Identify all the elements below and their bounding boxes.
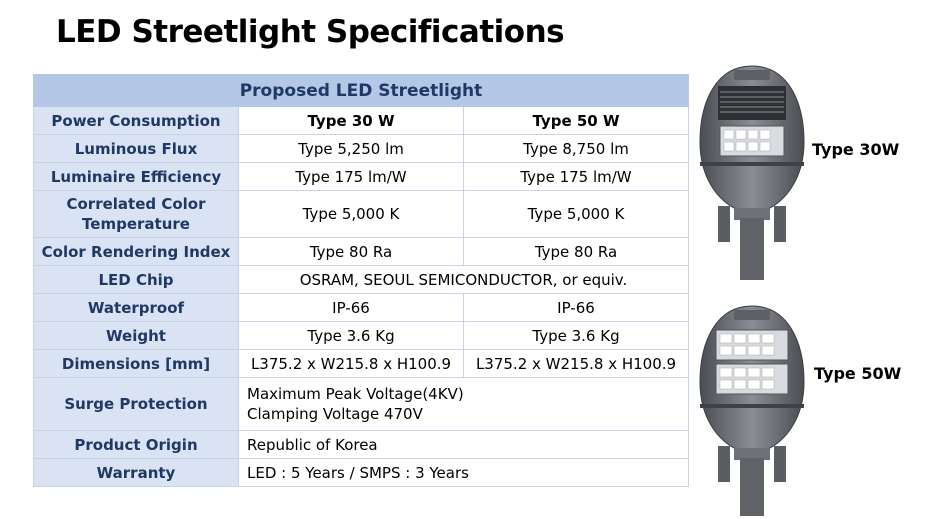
- cell-waterproof-30w: IP-66: [238, 293, 464, 322]
- table-header: Proposed LED Streetlight: [33, 74, 689, 107]
- cell-power-30w: Type 30 W: [238, 106, 464, 135]
- cell-cri-50w: Type 80 Ra: [463, 237, 689, 266]
- cell-cct-30w: Type 5,000 K: [238, 190, 464, 238]
- cell-origin: Republic of Korea: [238, 430, 689, 459]
- lamp-30w-label: Type 30W: [812, 140, 900, 159]
- table-header-row: Proposed LED Streetlight: [33, 74, 689, 107]
- lamp-50w-label: Type 50W: [814, 364, 902, 383]
- cell-flux-30w: Type 5,250 lm: [238, 134, 464, 163]
- cell-surge-line2: Clamping Voltage 470V: [247, 405, 423, 423]
- table-row: Luminaire Efficiency Type 175 lm/W Type …: [33, 162, 689, 191]
- table-row: Surge Protection Maximum Peak Voltage(4K…: [33, 377, 689, 431]
- cell-dimensions-50w: L375.2 x W215.8 x H100.9: [463, 349, 689, 378]
- row-label-origin: Product Origin: [33, 430, 239, 459]
- table-row: Product Origin Republic of Korea: [33, 430, 689, 459]
- row-label-dimensions: Dimensions [mm]: [33, 349, 239, 378]
- row-label-cri: Color Rendering Index: [33, 237, 239, 266]
- row-label-waterproof: Waterproof: [33, 293, 239, 322]
- table-row: Correlated Color Temperature Type 5,000 …: [33, 190, 689, 238]
- streetlight-30w-image: [699, 65, 805, 280]
- cell-flux-50w: Type 8,750 lm: [463, 134, 689, 163]
- cell-surge-line1: Maximum Peak Voltage(4KV): [247, 385, 464, 403]
- row-label-cct: Correlated Color Temperature: [33, 190, 239, 238]
- row-label-weight: Weight: [33, 321, 239, 350]
- table-row: Power Consumption Type 30 W Type 50 W: [33, 106, 689, 135]
- table-row: Warranty LED : 5 Years / SMPS : 3 Years: [33, 458, 689, 487]
- cell-weight-30w: Type 3.6 Kg: [238, 321, 464, 350]
- row-label-led-chip: LED Chip: [33, 265, 239, 294]
- table-row: Dimensions [mm] L375.2 x W215.8 x H100.9…: [33, 349, 689, 378]
- table-row: Waterproof IP-66 IP-66: [33, 293, 689, 322]
- cell-power-50w: Type 50 W: [463, 106, 689, 135]
- row-label-warranty: Warranty: [33, 458, 239, 487]
- table-row: Luminous Flux Type 5,250 lm Type 8,750 l…: [33, 134, 689, 163]
- spec-table: Proposed LED Streetlight Power Consumpti…: [33, 74, 689, 487]
- streetlight-50w-image: [699, 305, 805, 516]
- cell-cri-30w: Type 80 Ra: [238, 237, 464, 266]
- table-row: Weight Type 3.6 Kg Type 3.6 Kg: [33, 321, 689, 350]
- cell-led-chip: OSRAM, SEOUL SEMICONDUCTOR, or equiv.: [238, 265, 689, 294]
- row-label-surge: Surge Protection: [33, 377, 239, 431]
- row-label-cct-line2: Temperature: [82, 215, 190, 233]
- cell-dimensions-30w: L375.2 x W215.8 x H100.9: [238, 349, 464, 378]
- row-label-flux: Luminous Flux: [33, 134, 239, 163]
- row-label-cct-line1: Correlated Color: [66, 195, 206, 213]
- cell-cct-50w: Type 5,000 K: [463, 190, 689, 238]
- cell-waterproof-50w: IP-66: [463, 293, 689, 322]
- table-row: LED Chip OSRAM, SEOUL SEMICONDUCTOR, or …: [33, 265, 689, 294]
- row-label-efficiency: Luminaire Efficiency: [33, 162, 239, 191]
- cell-efficiency-30w: Type 175 lm/W: [238, 162, 464, 191]
- table-row: Color Rendering Index Type 80 Ra Type 80…: [33, 237, 689, 266]
- row-label-power: Power Consumption: [33, 106, 239, 135]
- page-title: LED Streetlight Specifications: [56, 14, 565, 50]
- cell-efficiency-50w: Type 175 lm/W: [463, 162, 689, 191]
- cell-surge: Maximum Peak Voltage(4KV) Clamping Volta…: [238, 377, 689, 431]
- cell-warranty: LED : 5 Years / SMPS : 3 Years: [238, 458, 689, 487]
- cell-weight-50w: Type 3.6 Kg: [463, 321, 689, 350]
